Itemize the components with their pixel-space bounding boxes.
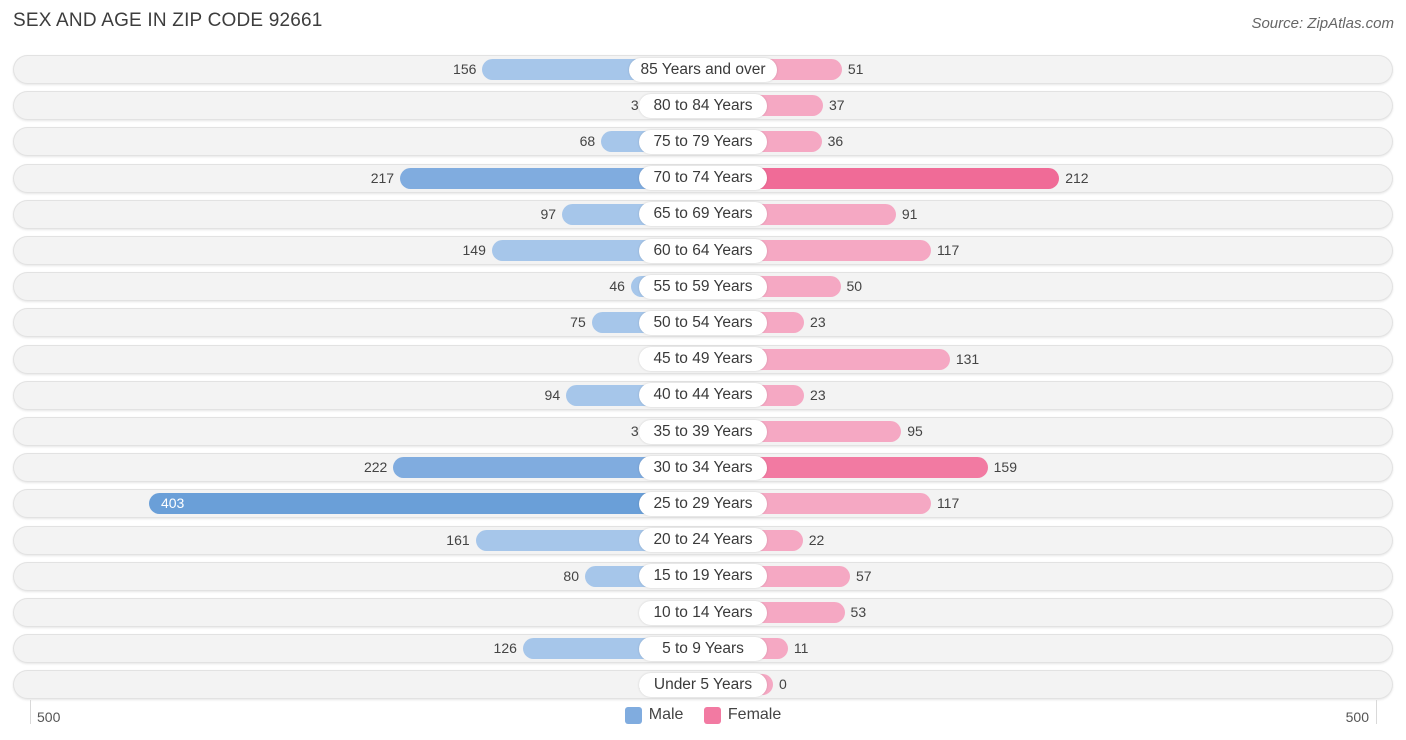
- legend-item-female[interactable]: Female: [703, 706, 782, 724]
- male-value-label: 217: [370, 169, 395, 186]
- female-bar[interactable]: [693, 167, 1060, 189]
- male-value-label: 75: [570, 314, 586, 331]
- axis-tick-left: [30, 700, 31, 724]
- age-group-label: 50 to 54 Years: [639, 310, 767, 335]
- female-value-label: 131: [955, 350, 980, 367]
- male-bar[interactable]: [400, 167, 713, 189]
- male-value-label: 161: [446, 531, 470, 548]
- male-value-label: 156: [453, 61, 477, 77]
- female-value-label: 50: [846, 278, 863, 295]
- male-value-label: 222: [363, 459, 388, 476]
- age-group-label: 80 to 84 Years: [639, 93, 767, 118]
- legend-swatch-male: [624, 706, 642, 724]
- male-value-label: 46: [609, 278, 625, 295]
- female-value-label: 36: [827, 133, 844, 150]
- male-value-label: 97: [540, 205, 557, 222]
- male-value-label: 80: [563, 567, 579, 584]
- legend-label-male: Male: [648, 706, 684, 723]
- axis-tick-right: [1376, 700, 1377, 724]
- female-value-label: 0: [779, 676, 787, 693]
- chart-title: SEX AND AGE IN ZIP CODE 92661: [13, 10, 323, 31]
- female-value-label: 22: [808, 531, 825, 548]
- female-value-label: 53: [850, 604, 867, 620]
- female-value-label: 117: [936, 495, 960, 512]
- age-group-label: 10 to 14 Years: [639, 600, 767, 625]
- female-value-label: 23: [810, 314, 826, 331]
- female-value-label: 23: [810, 386, 826, 403]
- legend-item-male[interactable]: Male: [624, 706, 684, 724]
- male-value-label: 149: [462, 242, 486, 258]
- axis-label-left: 500: [37, 709, 61, 725]
- source-credit: Source: ZipAtlas.com: [1251, 15, 1394, 32]
- age-group-label: 20 to 24 Years: [639, 528, 767, 553]
- age-group-label: 25 to 29 Years: [639, 491, 767, 516]
- age-group-label: 15 to 19 Years: [639, 564, 767, 589]
- legend: Male Female: [0, 706, 1406, 729]
- age-group-label: Under 5 Years: [639, 672, 767, 697]
- female-value-label: 11: [793, 640, 809, 657]
- age-group-label: 65 to 69 Years: [639, 202, 767, 227]
- age-group-label: 75 to 79 Years: [639, 129, 767, 154]
- age-group-label: 30 to 34 Years: [639, 455, 767, 480]
- male-bar[interactable]: [393, 457, 713, 479]
- age-group-label: 5 to 9 Years: [639, 636, 767, 661]
- age-group-label: 85 Years and over: [629, 57, 777, 82]
- male-bar[interactable]: [148, 493, 713, 515]
- male-value-label: 68: [579, 133, 596, 150]
- axis-label-right: 500: [1345, 709, 1369, 725]
- female-value-label: 117: [936, 242, 960, 258]
- age-group-label: 45 to 49 Years: [639, 347, 767, 372]
- age-group-label: 55 to 59 Years: [639, 274, 767, 299]
- legend-swatch-female: [703, 706, 721, 724]
- age-group-label: 60 to 64 Years: [639, 238, 767, 263]
- male-value-label: 126: [493, 640, 517, 657]
- legend-label-female: Female: [727, 706, 782, 723]
- female-value-label: 37: [828, 97, 845, 114]
- female-value-label: 212: [1065, 169, 1089, 186]
- female-bar[interactable]: [693, 457, 988, 479]
- age-group-label: 40 to 44 Years: [639, 383, 767, 408]
- female-value-label: 57: [855, 567, 872, 584]
- female-value-label: 91: [901, 205, 918, 222]
- male-value-label: 94: [544, 386, 561, 403]
- female-value-label: 95: [907, 423, 923, 439]
- age-group-label: 35 to 39 Years: [639, 419, 767, 444]
- female-value-label: 51: [847, 61, 864, 77]
- female-value-label: 159: [993, 459, 1017, 476]
- male-value-label: 403: [160, 495, 185, 512]
- age-group-label: 70 to 74 Years: [639, 166, 767, 191]
